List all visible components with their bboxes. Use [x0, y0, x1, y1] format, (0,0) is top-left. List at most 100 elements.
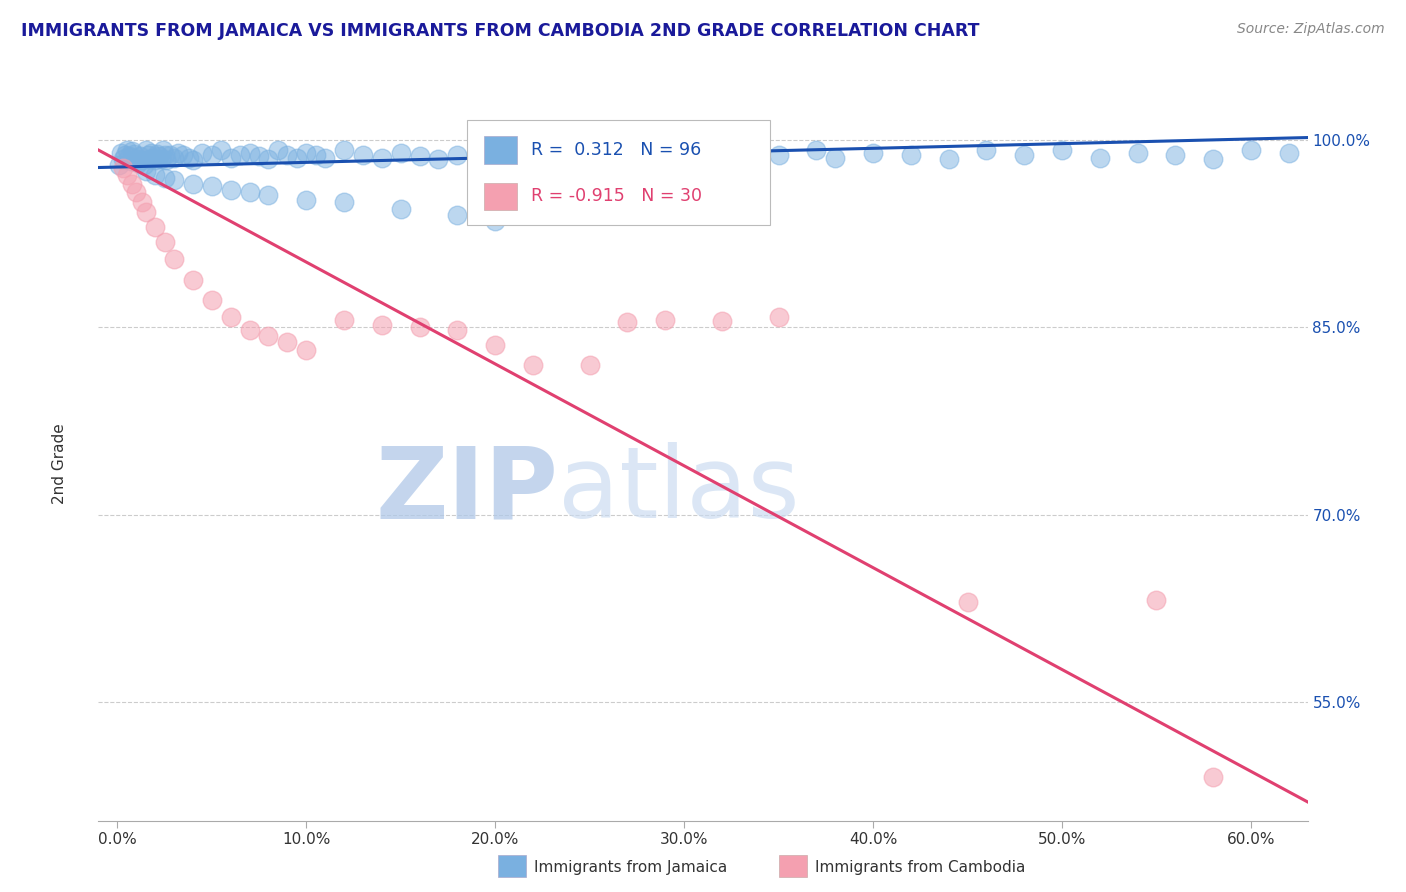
Point [131, 195, 153, 210]
Point [446, 208, 468, 222]
Point [229, 148, 252, 162]
Point [976, 143, 998, 157]
Point [333, 313, 356, 327]
Point [824, 151, 846, 165]
Point [616, 315, 638, 329]
Point [636, 143, 658, 157]
Point [111, 152, 134, 166]
Point [143, 168, 166, 182]
Point [1202, 770, 1225, 784]
Point [862, 145, 884, 160]
Point [673, 151, 696, 165]
Point [114, 148, 136, 162]
Point [276, 148, 298, 162]
Point [295, 343, 318, 357]
Point [181, 153, 204, 167]
Point [115, 143, 138, 157]
Point [1164, 148, 1187, 162]
Point [446, 148, 468, 162]
Point [598, 148, 620, 162]
Point [768, 148, 790, 162]
Point [219, 310, 242, 325]
Point [1050, 143, 1073, 157]
Point [124, 146, 146, 161]
Point [163, 173, 186, 187]
Point [257, 188, 280, 202]
Point [239, 323, 262, 337]
Point [239, 186, 262, 200]
Text: R = -0.915   N = 30: R = -0.915 N = 30 [531, 187, 703, 205]
Text: IMMIGRANTS FROM JAMAICA VS IMMIGRANTS FROM CAMBODIA 2ND GRADE CORRELATION CHART: IMMIGRANTS FROM JAMAICA VS IMMIGRANTS FR… [21, 22, 980, 40]
Point [285, 151, 308, 165]
Point [111, 161, 134, 175]
Point [616, 152, 638, 166]
Point [276, 335, 298, 350]
Point [179, 151, 201, 165]
FancyBboxPatch shape [484, 183, 517, 211]
Point [131, 153, 153, 167]
Point [465, 145, 488, 160]
Text: Immigrants from Jamaica: Immigrants from Jamaica [534, 860, 727, 874]
Point [127, 155, 149, 169]
Point [118, 149, 141, 163]
Point [143, 220, 166, 235]
Point [484, 214, 506, 228]
Point [138, 152, 160, 166]
Point [389, 202, 412, 216]
Point [427, 152, 450, 166]
Point [125, 152, 148, 166]
Point [153, 148, 176, 162]
Point [135, 205, 157, 219]
Point [578, 145, 600, 160]
Text: ZIP: ZIP [375, 442, 558, 540]
Point [209, 143, 232, 157]
Point [153, 235, 176, 250]
Point [146, 146, 169, 161]
Point [654, 313, 676, 327]
Point [408, 320, 430, 334]
Point [503, 152, 526, 166]
Point [181, 273, 204, 287]
FancyBboxPatch shape [484, 136, 517, 163]
Point [522, 358, 544, 372]
Point [163, 252, 186, 266]
Point [389, 145, 412, 160]
Point [314, 151, 336, 165]
Point [578, 358, 600, 372]
Text: R =  0.312   N = 96: R = 0.312 N = 96 [531, 141, 702, 159]
Point [768, 310, 790, 325]
Point [125, 186, 148, 200]
Point [484, 338, 506, 352]
Point [121, 177, 143, 191]
Point [295, 145, 318, 160]
Point [201, 293, 224, 307]
Point [1144, 592, 1167, 607]
Point [136, 148, 159, 162]
Point [143, 153, 166, 167]
Text: atlas: atlas [558, 442, 800, 540]
Point [956, 595, 979, 609]
Point [305, 148, 328, 162]
Point [257, 329, 280, 343]
Text: 2nd Grade: 2nd Grade [52, 424, 66, 504]
Point [191, 145, 214, 160]
Point [219, 183, 242, 197]
Point [900, 148, 922, 162]
Point [181, 177, 204, 191]
Point [710, 314, 733, 328]
Point [333, 143, 356, 157]
Point [247, 149, 270, 163]
Point [560, 151, 582, 165]
Point [408, 149, 430, 163]
Point [446, 323, 468, 337]
Point [371, 318, 394, 332]
Point [1012, 148, 1035, 162]
Point [201, 148, 224, 162]
Point [1240, 143, 1263, 157]
Point [141, 145, 163, 160]
Point [333, 195, 356, 210]
Point [163, 151, 186, 165]
Point [219, 151, 242, 165]
Point [110, 145, 132, 160]
Point [371, 151, 394, 165]
